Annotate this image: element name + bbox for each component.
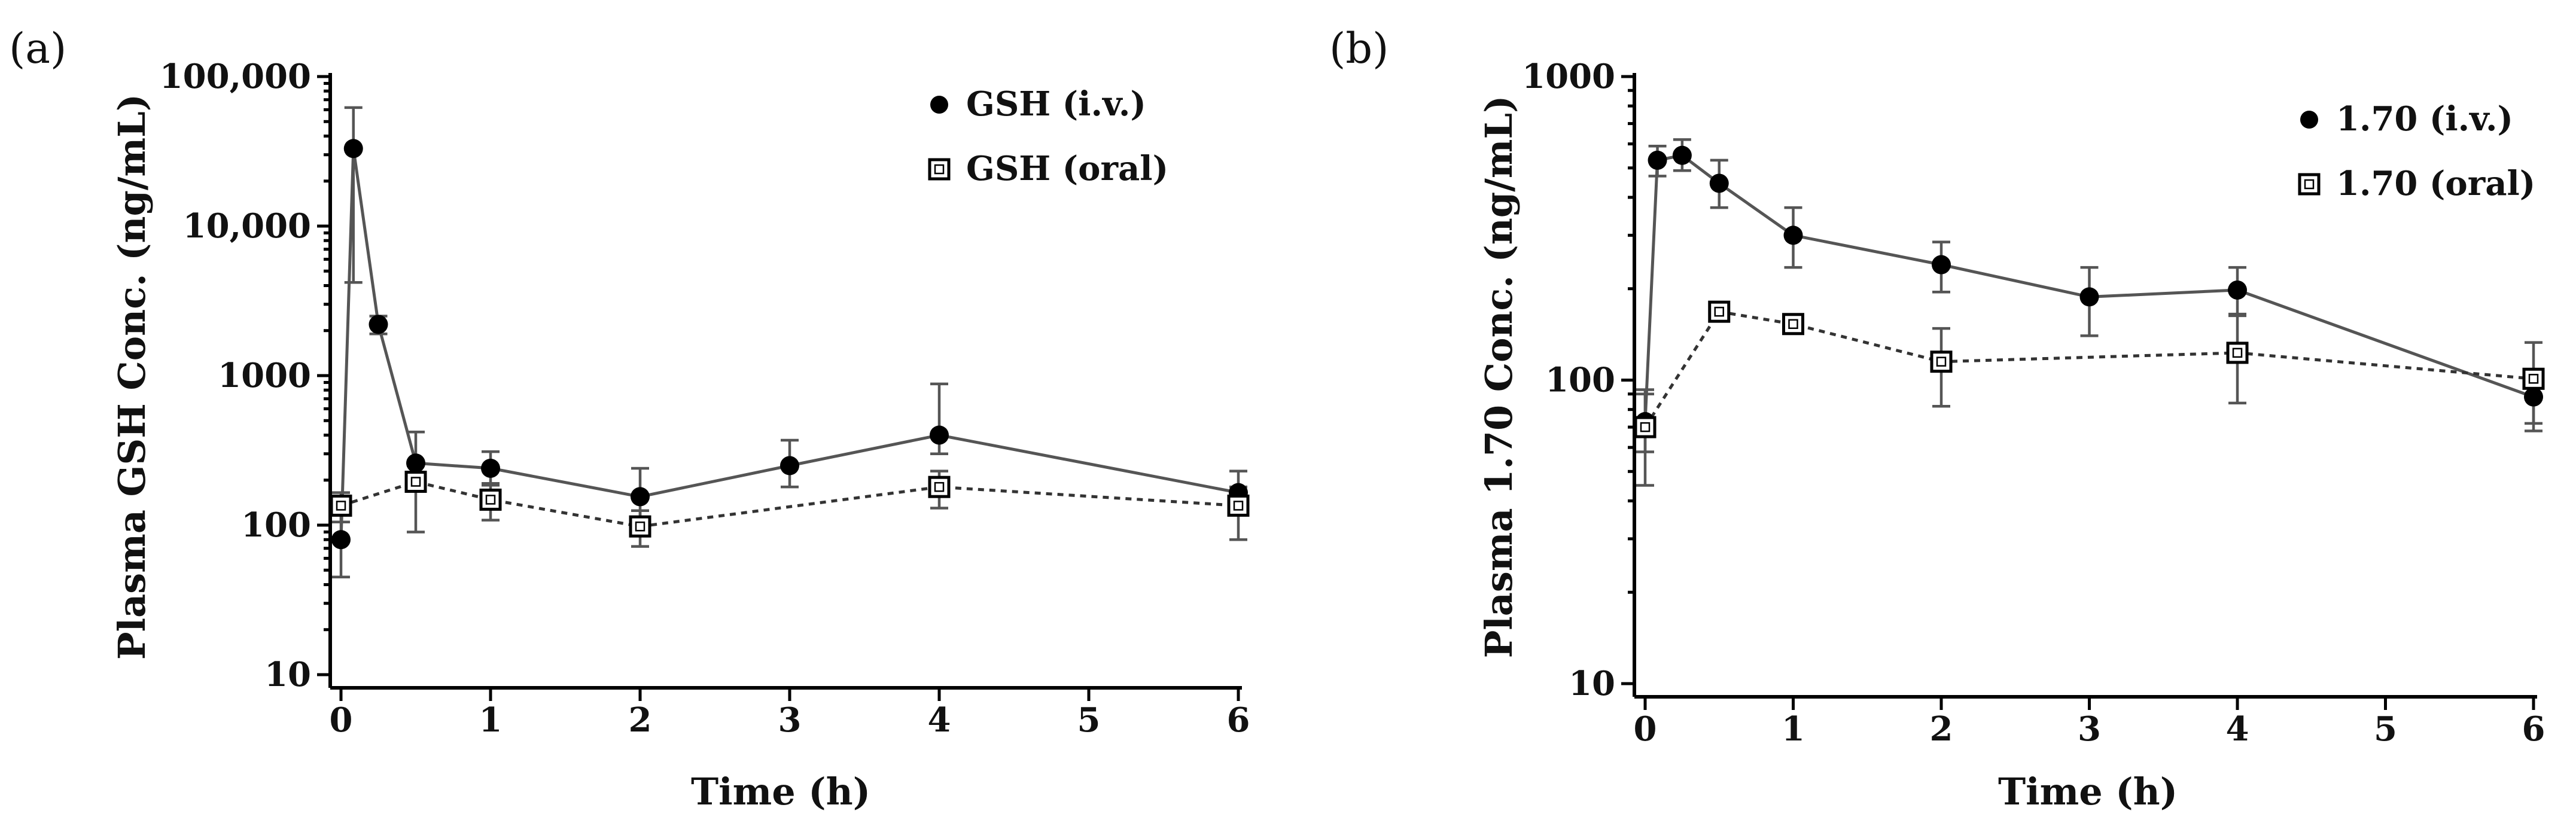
panel-b-point-iv: [2228, 280, 2247, 300]
panel-a-x-tick-label: 1: [479, 700, 503, 740]
panel-b-point-oral: [2522, 367, 2545, 390]
panel-a-point-oral-inner: [635, 521, 645, 532]
panel-a-x-axis-title: Time (h): [691, 770, 870, 813]
panel-b-x-tick-label: 5: [2374, 709, 2397, 749]
panel-b-y-tick-label: 100: [1545, 361, 1615, 400]
panel-b-legend-oral-marker-inner: [2304, 179, 2315, 190]
panel-a-x-tick-label: 3: [778, 700, 802, 740]
panel-b-legend-iv-marker: [2300, 111, 2318, 129]
panel-a-legend: GSH (i.v.) GSH (oral): [928, 84, 1168, 188]
panel-b-point-oral-inner: [1936, 356, 1947, 367]
panel-a-point-oral: [629, 515, 651, 538]
panel-a-y-axis-title: Plasma GSH Conc. (ng/mL): [110, 94, 154, 660]
panel-b-label: (b): [1329, 24, 1389, 73]
panel-b-x-ticks: 0 1 2 3 4 5 6: [1634, 697, 2545, 749]
panel-b-point-iv: [1672, 145, 1692, 165]
panel-a-point-iv: [930, 425, 949, 445]
panel-a-y-tick-label: 10,000: [183, 206, 311, 246]
panel-a-point-iv: [780, 456, 799, 475]
panel-b-x-axis-title: Time (h): [1998, 770, 2178, 813]
panel-b-legend-oral-label: 1.70 (oral): [2336, 164, 2535, 203]
panel-a-x-tick-label: 6: [1227, 700, 1250, 740]
panel-a-legend-iv-label: GSH (i.v.): [966, 84, 1146, 124]
panel-b-x-tick-label: 2: [1930, 709, 1953, 749]
panel-b-point-oral: [1634, 416, 1657, 438]
panel-b-point-iv: [1783, 225, 1803, 245]
panel-a-legend-iv-marker: [930, 96, 948, 114]
panel-b-legend: 1.70 (i.v.) 1.70 (oral): [2298, 99, 2535, 203]
panel-a-y-ticks: 10 100 1000 10,000 100,000: [160, 57, 330, 694]
panel-b-x-tick-label: 0: [1634, 709, 1657, 749]
panel-a-x-ticks: 0 1 2 3 4 5 6: [330, 688, 1250, 740]
panel-b-point-iv: [2524, 387, 2543, 407]
panel-b-x-tick-label: 6: [2522, 709, 2545, 749]
panel-b-point-oral-inner: [1714, 306, 1724, 317]
panel-b-point-oral-inner: [1788, 319, 1798, 330]
panel-a-x-tick-label: 0: [330, 700, 353, 740]
panel-a-legend-oral-marker-inner: [934, 164, 945, 175]
panel-a-point-iv: [369, 315, 388, 334]
panel-b-y-ticks: 10 100 1000: [1522, 57, 1634, 703]
panel-a-y-tick-label: 10: [264, 655, 311, 694]
panel-b-point-oral-inner: [1640, 422, 1651, 432]
panel-a-point-oral: [928, 475, 951, 498]
panel-b-markers: [1634, 145, 2545, 438]
panel-a-point-oral: [404, 470, 427, 493]
panel-a-legend-oral-label: GSH (oral): [966, 149, 1168, 188]
panel-b-y-tick-label: 10: [1569, 664, 1615, 703]
panel-a-point-oral: [330, 494, 352, 517]
panel-b-point-oral: [1782, 313, 1804, 336]
panel-b-point-oral: [2226, 342, 2249, 364]
panel-a-point-oral-inner: [1233, 501, 1244, 511]
panel-a-series-line-oral: [340, 480, 1239, 528]
panel-b-x-tick-label: 4: [2226, 709, 2249, 749]
panel-a-x-tick-label: 4: [928, 700, 951, 740]
panel-a-point-oral-inner: [934, 481, 945, 492]
panel-b-point-oral: [1708, 300, 1731, 323]
panel-b-point-oral-inner: [2232, 348, 2243, 358]
panel-a-point-oral-inner: [410, 477, 421, 487]
panel-a-point-oral: [479, 488, 502, 511]
panel-b-y-tick-label: 1000: [1522, 57, 1615, 96]
panel-a-point-iv: [406, 453, 425, 473]
panel-b-point-iv: [1932, 255, 1951, 275]
panel-a-x-tick-label: 5: [1077, 700, 1101, 740]
panel-a-point-iv: [343, 139, 363, 158]
panel-b-x-tick-label: 1: [1782, 709, 1805, 749]
panel-b-chart: (b) Plasma 1.70 Conc. (ng/mL) Time (h) 1…: [1329, 24, 2545, 813]
panel-a-y-tick-label: 1000: [218, 356, 311, 395]
panel-b-point-iv: [2079, 287, 2099, 307]
panel-a-y-tick-label: 100: [241, 505, 311, 545]
panel-a-point-iv: [331, 530, 351, 550]
panel-b-y-axis-title: Plasma 1.70 Conc. (ng/mL): [1477, 96, 1521, 659]
panel-a-legend-oral-marker: [928, 158, 951, 181]
panel-b-series-line-oral: [1643, 310, 2534, 428]
panel-b-legend-oral-marker: [2298, 173, 2321, 196]
panel-a-y-tick-label: 100,000: [160, 57, 311, 96]
panel-a-label: (a): [9, 24, 66, 73]
panel-a-point-iv: [631, 487, 650, 507]
panel-b-point-oral: [1930, 350, 1953, 373]
panel-a-markers: [330, 139, 1250, 550]
panel-a-point-iv: [481, 458, 500, 478]
panel-a-point-oral-inner: [336, 501, 346, 511]
panel-a-point-oral: [1227, 494, 1250, 517]
panel-b-legend-iv-label: 1.70 (i.v.): [2336, 99, 2513, 139]
panel-a-chart: (a) Plasma GSH Conc. (ng/mL) Time (h) 10…: [9, 24, 1250, 813]
panel-b-x-tick-label: 3: [2078, 709, 2101, 749]
panel-b-point-oral-inner: [2528, 374, 2539, 384]
panel-a-x-tick-label: 2: [629, 700, 652, 740]
panel-b-point-iv: [1709, 173, 1729, 193]
panel-a-point-oral-inner: [485, 495, 496, 505]
panel-b-point-iv: [1648, 150, 1667, 170]
